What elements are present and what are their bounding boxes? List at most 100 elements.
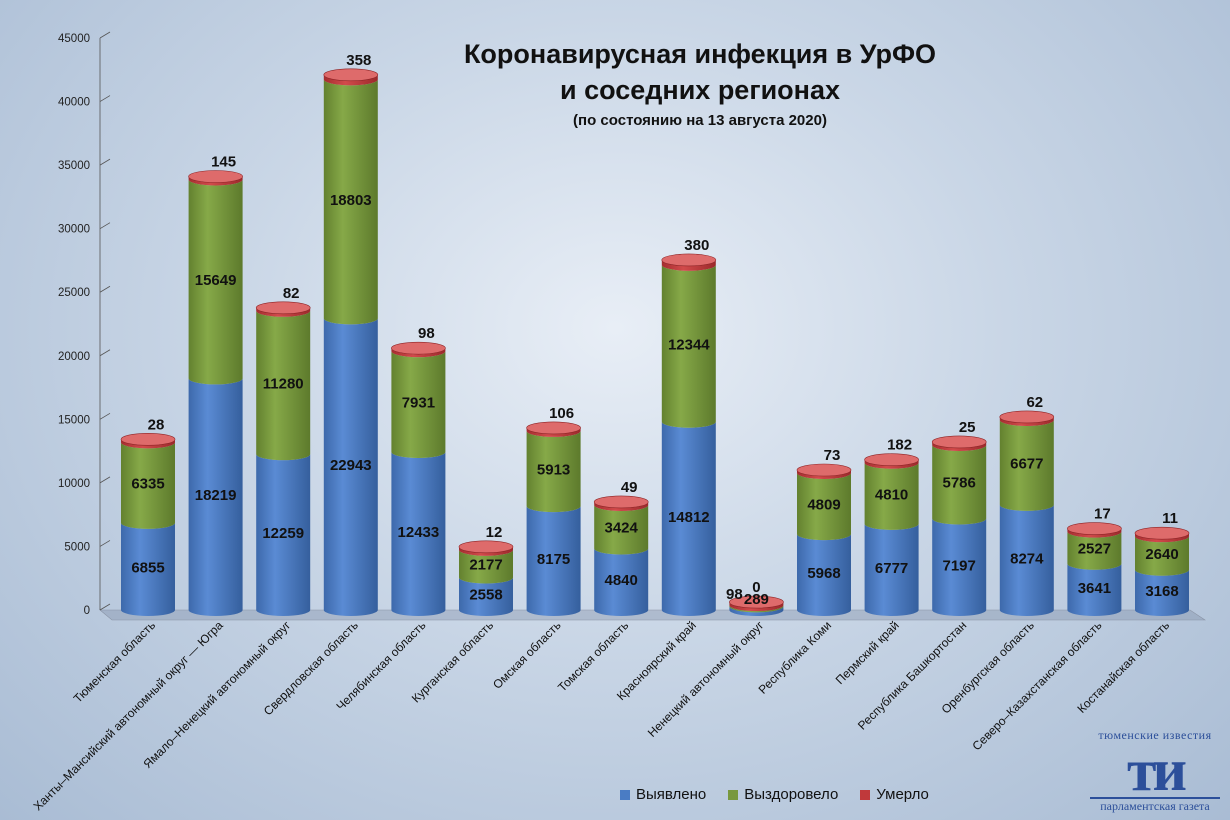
bar-segment-recovered [594,504,649,555]
y-gridline [99,222,111,230]
bar-value-label-recovered: 6335 [131,476,164,493]
bar-top-cap [864,453,919,467]
logo-top-text: тюменские известия [1098,728,1212,742]
bar-value-label-detected: 3641 [1078,580,1111,597]
bar-value-label-died: 106 [549,405,574,422]
bar-segment-detected [594,548,649,616]
bar-top-cap [931,435,987,449]
bar-segment-recovered [661,264,716,428]
bar-value-label-died: 17 [1094,506,1111,523]
bar-value-label-died: 0 [752,579,760,596]
bar-value-label-detected: 5968 [807,565,840,582]
legend-swatch-died [860,789,871,800]
chart-title-block: Коронавирусная инфекция в УрФО и соседни… [440,36,960,129]
y-tick-label: 20000 [58,351,90,363]
bar-value-label-detected: 4840 [605,572,638,589]
bar-segment-died [526,427,581,437]
bar-value-label-recovered: 12344 [668,336,710,353]
bar-value-label-detected: 18219 [195,487,237,504]
bar-value-label-recovered: 2640 [1145,546,1178,563]
bar-value-label-died: 182 [887,437,912,454]
bar-segment-detected [188,378,243,616]
bar-segment-died [594,501,649,511]
legend-swatch-recovered [728,789,739,800]
bar-value-label-detected: 22943 [330,457,372,474]
bar-segment-recovered [526,430,581,513]
bar-value-label-recovered: 5913 [537,462,570,479]
bar-value-label-died: 25 [959,419,976,436]
bar-segment-detected [459,577,513,616]
bar-segment-recovered [999,419,1054,511]
bar-top-cap [323,68,379,82]
bar-segment-recovered [391,351,446,458]
bar-segment-detected [999,504,1054,616]
bar-value-label-detected: 2558 [469,587,502,604]
bar-value-label-died: 380 [684,237,709,254]
bar-segment-detected [661,421,716,616]
y-gridline [99,349,111,357]
y-gridline [99,540,111,547]
bar-segment-detected [1135,569,1189,616]
bar-segment-detected [323,318,378,616]
bar-value-label-detected: 6855 [131,559,164,576]
bar-top-cap [661,253,717,267]
legend-label-recovered: Выздоровело [744,786,839,803]
bar-segment-died [256,307,311,317]
legend-item-detected: Выявлено [620,786,706,803]
legend-label-detected: Выявлено [636,786,707,803]
y-gridline [99,285,111,293]
y-tick-label: 45000 [58,33,90,45]
bar-segment-recovered [121,442,175,529]
bar-value-label-detected: 8274 [1010,550,1044,567]
y-gridline [99,603,111,611]
category-label: Пермский край [833,618,902,687]
logo-mark: ти [1126,737,1187,803]
bar-value-label-recovered: 18803 [330,192,372,209]
bar-value-label-recovered: 15649 [195,272,237,289]
bar-top-cap [593,495,649,509]
bar-segment-recovered [1067,531,1122,570]
y-tick-label: 5000 [64,541,90,553]
chart-title: Коронавирусная инфекция в УрФО [463,39,937,69]
bar-value-label-recovered: 2177 [469,557,502,574]
bar-value-label-recovered: 6677 [1010,455,1043,472]
bar-segment-died [391,348,446,358]
bar-value-label-detected: 12433 [398,524,440,541]
bar-segment-died [323,74,378,86]
bar-segment-died [121,439,175,449]
chart-subtitle: (по состоянию на 13 августа 2020) [573,112,827,129]
legend-item-recovered: Выздоровело [728,786,838,803]
bar-segment-detected [526,506,581,616]
category-label: Омская область [490,618,564,692]
bar-top-cap [526,421,581,435]
bar-value-label-detected: 3168 [1145,583,1178,600]
bar-segment-died [864,459,919,469]
chart-title-line2: и соседних регионах [559,75,841,105]
bar-value-label-died: 11 [1162,510,1178,527]
category-label: Северо–Казахстанская область [969,618,1104,753]
bar-value-label-died: 49 [621,479,638,496]
y-tick-label: 30000 [58,224,90,236]
legend-label-died: Умерло [876,786,929,803]
bar-top-cap [255,301,311,315]
bar-value-label-recovered: 3424 [605,520,639,537]
bar-value-label-detected: 7197 [943,557,976,574]
bar-segment-died [459,546,513,556]
chart-legend: Выявлено Выздоровело Умерло [620,786,929,803]
bar-segment-detected [1067,563,1122,616]
bar-segment-detected [864,523,919,616]
bar-segment-died [1067,528,1122,538]
y-tick-label: 0 [84,605,90,617]
y-gridline [99,158,111,166]
bar-top-cap [1067,522,1122,535]
legend-item-died: Умерло [860,786,929,803]
bar-segment-detected [391,451,446,616]
bar-value-label-recovered: 4810 [875,486,908,503]
bar-value-label-died: 73 [824,447,841,464]
bar-value-label-recovered: 4809 [807,497,840,514]
bar-top-cap [458,540,514,554]
bar-segment-died [999,416,1054,426]
category-label: Ненецкий автономный округ [645,618,767,740]
y-tick-label: 10000 [58,478,90,490]
